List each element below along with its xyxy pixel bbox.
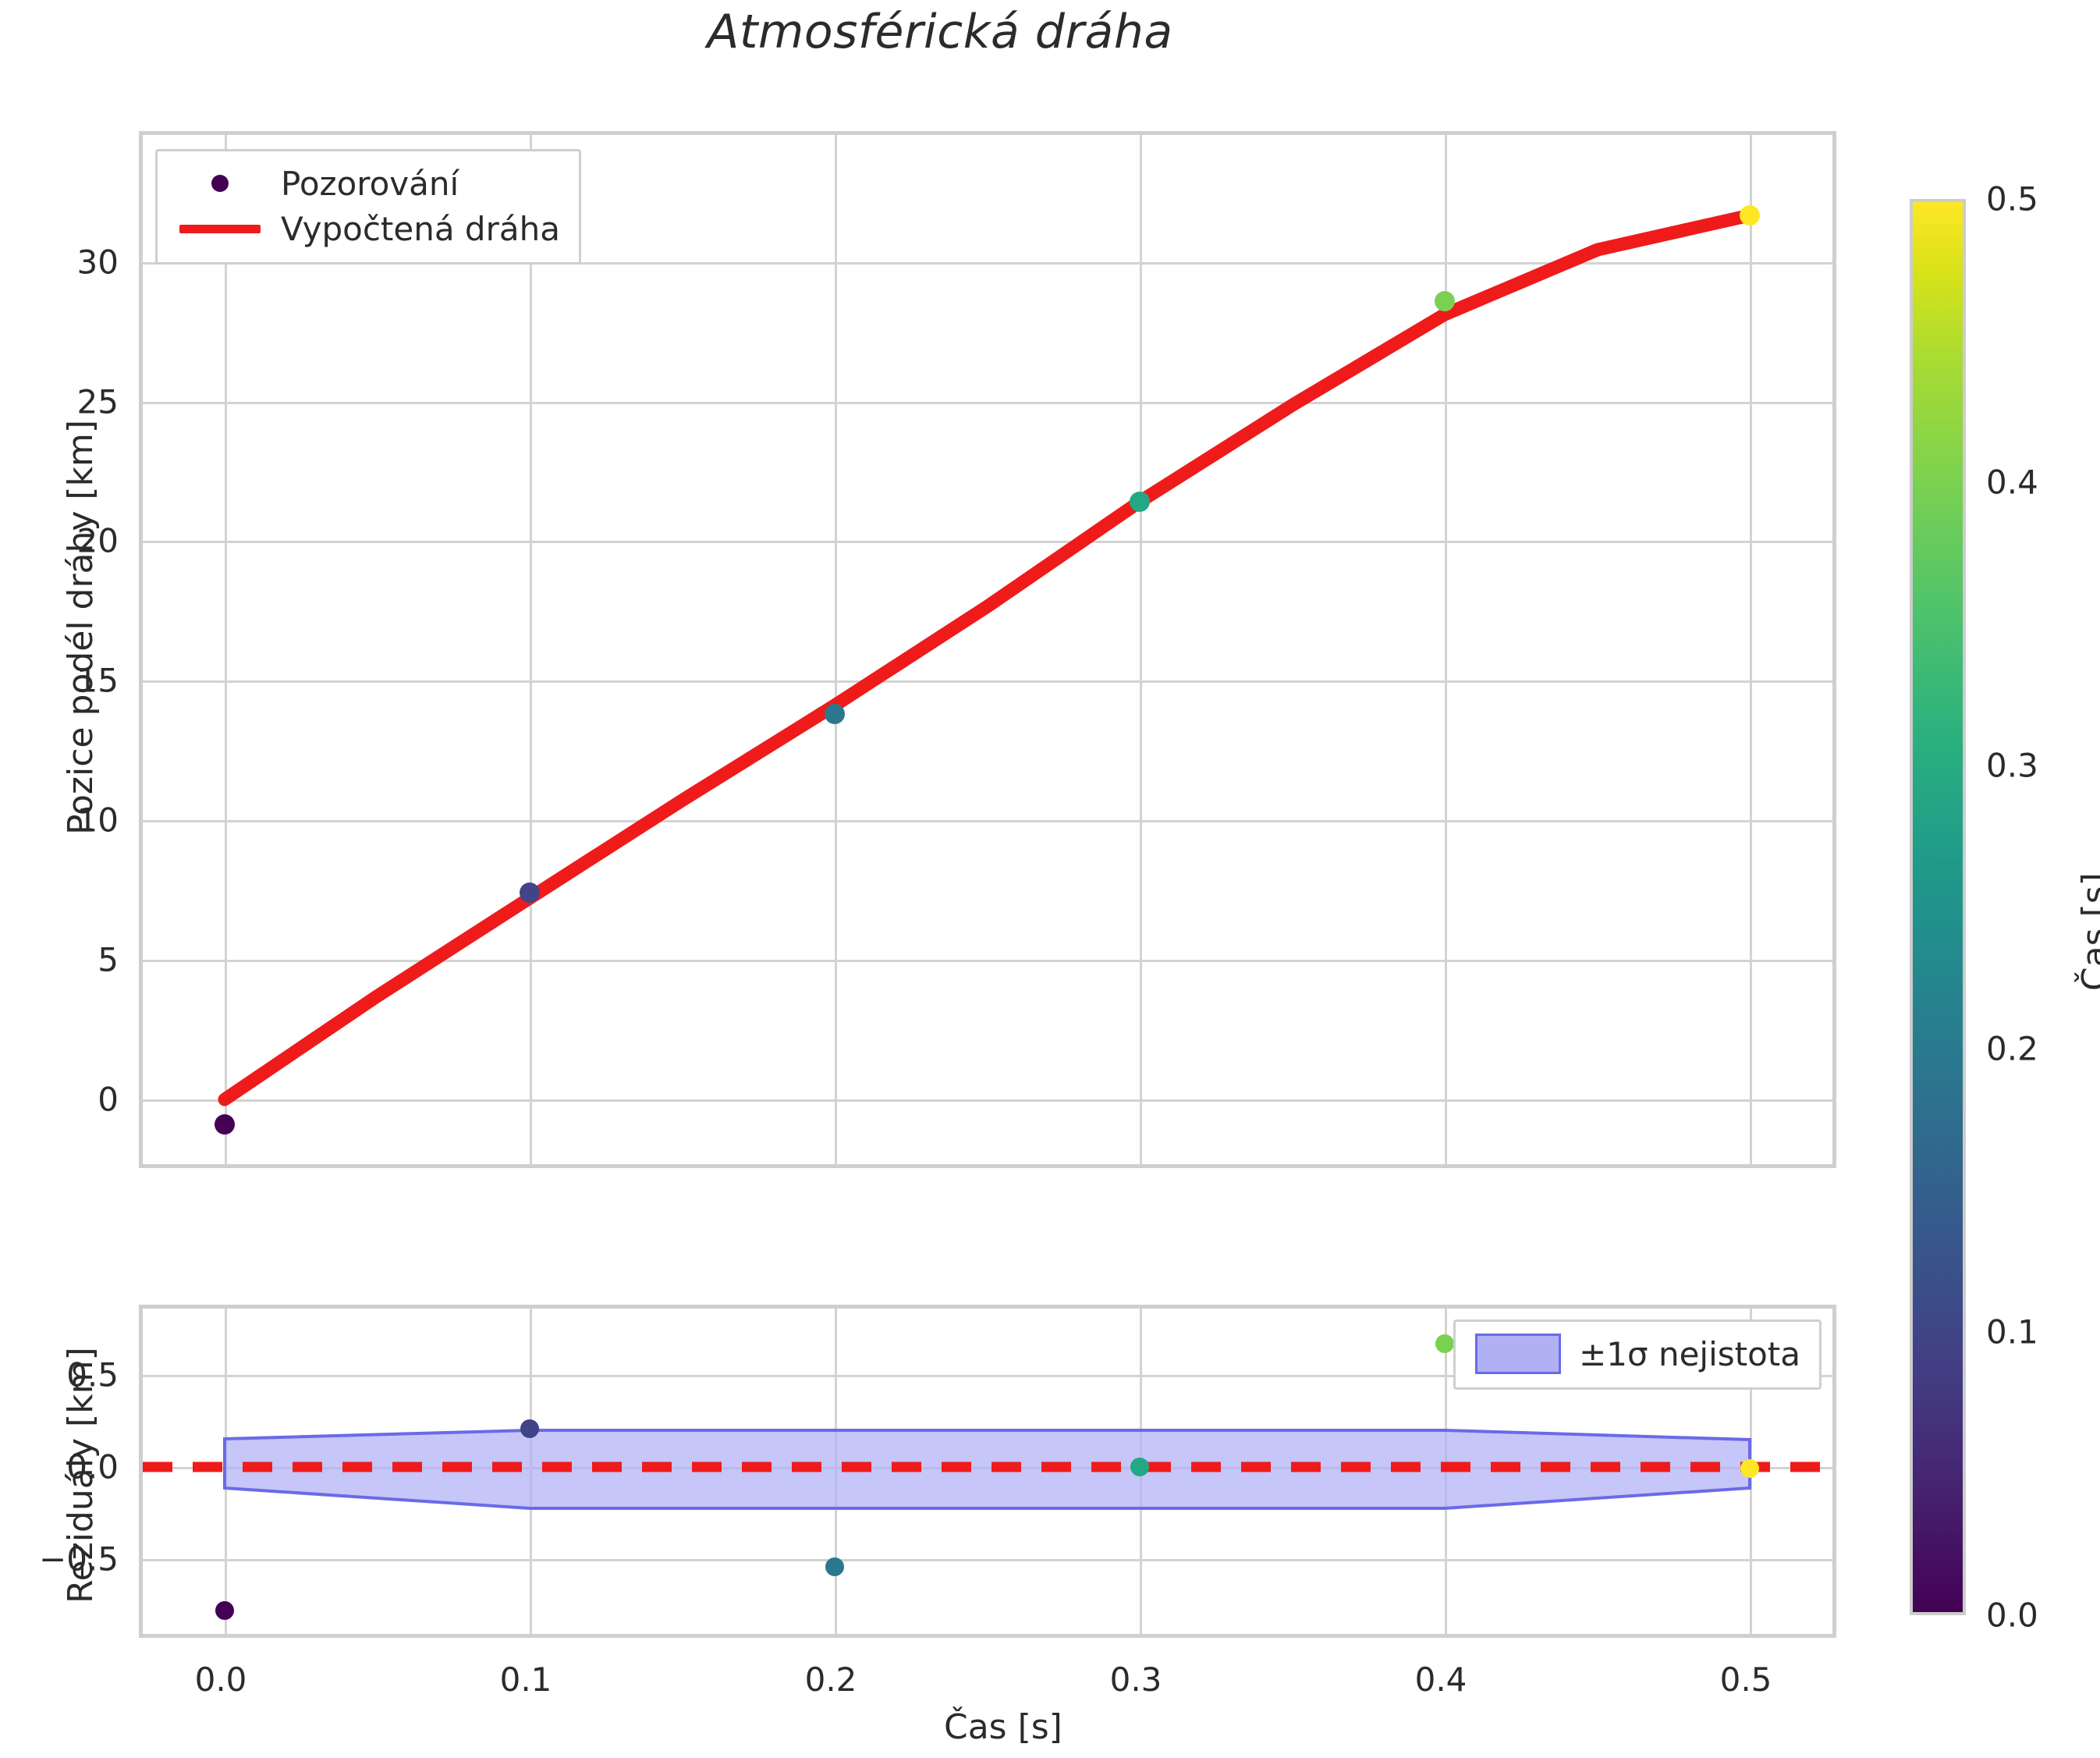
gridline-x-1 <box>530 135 532 1164</box>
residual-point-5 <box>1740 1459 1759 1478</box>
gridline-y-20 <box>143 541 1832 543</box>
xtick-0: 0.0 <box>194 1660 247 1699</box>
resid-gridline-y-0.5 <box>143 1375 1832 1377</box>
page-title: Atmosférická dráha <box>707 5 1173 59</box>
residual-plot-legend: ±1σ nejistota <box>1453 1319 1822 1390</box>
resid-gridline-y--0.5 <box>143 1559 1832 1561</box>
legend-item-fitted-line[interactable]: Vypočtená dráha <box>173 206 560 251</box>
resid-ytick--0.5: −0.5 <box>39 1540 119 1579</box>
legend-label-fitted-line: Vypočtená dráha <box>281 209 560 248</box>
gridline-x-5 <box>1750 135 1752 1164</box>
uncertainty-band <box>223 1429 1751 1510</box>
line-icon <box>173 224 267 233</box>
gridline-y-30 <box>143 262 1832 265</box>
colorbar-tick-2: 0.2 <box>1986 1029 2038 1068</box>
legend-label-observations: Pozorování <box>281 164 459 203</box>
xtick-5: 0.5 <box>1719 1660 1772 1699</box>
main-ytick-15: 15 <box>76 661 119 700</box>
resid-ytick-0.5: 0.5 <box>66 1355 119 1394</box>
data-point-5 <box>1740 205 1760 226</box>
data-point-2 <box>825 704 845 724</box>
xtick-2: 0.2 <box>804 1660 857 1699</box>
main-plot-legend: Pozorování Vypočtená dráha <box>155 149 581 265</box>
resid-ytick-0.0: 0.0 <box>66 1447 119 1486</box>
gridline-y-10 <box>143 820 1832 822</box>
residual-point-3 <box>1130 1458 1149 1476</box>
residual-plot-area: ±1σ nejistota <box>143 1309 1832 1634</box>
main-yaxis-label: Pozice podél dráhy [km] <box>61 419 101 835</box>
main-ytick-5: 5 <box>98 940 119 979</box>
colorbar-tick-3: 0.3 <box>1986 746 2038 785</box>
xtick-3: 0.3 <box>1109 1660 1162 1699</box>
legend-item-uncertainty[interactable]: ±1σ nejistota <box>1471 1331 1800 1376</box>
main-ytick-30: 30 <box>76 243 119 282</box>
main-ytick-10: 10 <box>76 801 119 840</box>
data-point-0 <box>215 1114 235 1135</box>
zero-reference-line <box>143 1461 1832 1472</box>
main-ytick-0: 0 <box>98 1080 119 1119</box>
legend-item-observations[interactable]: Pozorování <box>173 161 560 206</box>
scatter-dot-icon <box>173 175 267 192</box>
residual-point-1 <box>520 1419 539 1438</box>
colorbar-tick-1: 0.1 <box>1986 1312 2038 1351</box>
colorbar-label: Čas [s] <box>2075 872 2100 991</box>
main-plot-area: Pozorování Vypočtená dráha <box>143 135 1832 1164</box>
band-patch-icon <box>1471 1334 1565 1374</box>
main-ytick-20: 20 <box>76 521 119 560</box>
gridline-y-0 <box>143 1099 1832 1102</box>
fitted-trajectory-line <box>218 208 1757 1106</box>
data-point-3 <box>1130 492 1150 512</box>
colorbar-tick-5: 0.5 <box>1986 179 2038 218</box>
data-point-4 <box>1435 291 1455 311</box>
residual-point-2 <box>825 1557 844 1576</box>
gridline-y-5 <box>143 960 1832 962</box>
residual-yaxis-label: Reziduály [km] <box>61 1347 101 1604</box>
xtick-1: 0.1 <box>499 1660 552 1699</box>
residual-plot-axes: ±1σ nejistota <box>139 1305 1836 1638</box>
gridline-x-0 <box>225 135 227 1164</box>
main-ytick-25: 25 <box>76 382 119 421</box>
xtick-4: 0.4 <box>1414 1660 1467 1699</box>
gridline-x-3 <box>1140 135 1142 1164</box>
colorbar-tick-0: 0.0 <box>1986 1596 2038 1635</box>
colorbar-gradient[interactable] <box>1910 199 1966 1615</box>
main-plot-axes: Pozorování Vypočtená dráha <box>139 131 1836 1168</box>
data-point-1 <box>520 883 540 903</box>
residual-point-0 <box>215 1601 234 1620</box>
xaxis-label: Čas [s] <box>944 1707 1062 1747</box>
legend-label-uncertainty: ±1σ nejistota <box>1579 1334 1800 1373</box>
gridline-x-2 <box>835 135 837 1164</box>
gridline-x-4 <box>1445 135 1447 1164</box>
colorbar-tick-4: 0.4 <box>1986 463 2038 502</box>
gridline-y-15 <box>143 680 1832 683</box>
residual-point-4 <box>1435 1334 1454 1353</box>
gridline-y-25 <box>143 402 1832 404</box>
